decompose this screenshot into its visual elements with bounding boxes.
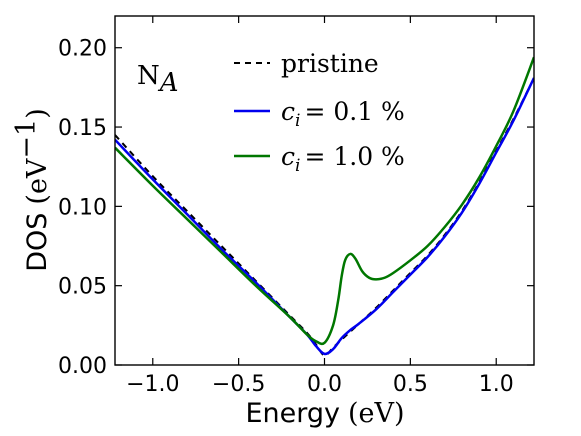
legend-ci-1-0-sub: i: [295, 156, 300, 176]
legend-ci-0-1-value: = 0.1 %: [304, 97, 404, 126]
y-tick-label: 0.10: [58, 195, 107, 220]
y-tick-label: 0.15: [58, 116, 107, 141]
x-tick-label: 1.0: [479, 372, 514, 397]
series-layer: [115, 56, 534, 357]
y-tick-labels: 0.00 0.05 0.10 0.15 0.20: [58, 37, 107, 379]
legend-label-pristine: pristine: [281, 49, 379, 78]
legend-ci-0-1-sub: i: [295, 111, 300, 131]
ticks-layer: [115, 16, 534, 366]
legend-ci-1-0-value: = 1.0 %: [304, 142, 404, 171]
series-line-1: [115, 77, 534, 356]
y-axis-label: DOS (eV−1): [11, 108, 53, 272]
y-tick-label: 0.20: [58, 37, 107, 62]
x-tick-label: −1.0: [126, 372, 179, 397]
y-axis-label-close: ): [22, 108, 53, 119]
x-tick-label: 0.0: [307, 372, 342, 397]
legend: pristine ci = 0.1 % ci = 1.0 %: [234, 49, 405, 176]
legend-ci-0-1-var: c: [281, 97, 295, 126]
x-axis-label: Energy (eV): [245, 398, 404, 429]
legend-ci-1-0-var: c: [281, 142, 295, 171]
x-tick-label: −0.5: [212, 372, 265, 397]
x-tick-label: 0.5: [393, 372, 428, 397]
x-tick-labels: −1.0 −0.5 0.0 0.5 1.0: [126, 372, 514, 397]
y-tick-label: 0.05: [58, 275, 107, 300]
annotation-sub: A: [158, 68, 179, 98]
legend-label-ci-1-0: ci = 1.0 %: [281, 142, 405, 176]
x-axis-label-name: Energy: [245, 398, 340, 429]
annotation-main: N: [137, 61, 160, 91]
y-axis-label-name: DOS: [22, 213, 53, 272]
y-axis-label-unit: (eV: [22, 158, 53, 205]
y-tick-label: 0.00: [58, 354, 107, 379]
x-axis-label-unit: (eV): [348, 398, 405, 429]
legend-label-ci-0-1: ci = 0.1 %: [281, 97, 405, 131]
panel-annotation: NA: [137, 61, 179, 98]
y-axis-label-exponent: −1: [11, 119, 42, 159]
series-line-2: [115, 56, 534, 346]
